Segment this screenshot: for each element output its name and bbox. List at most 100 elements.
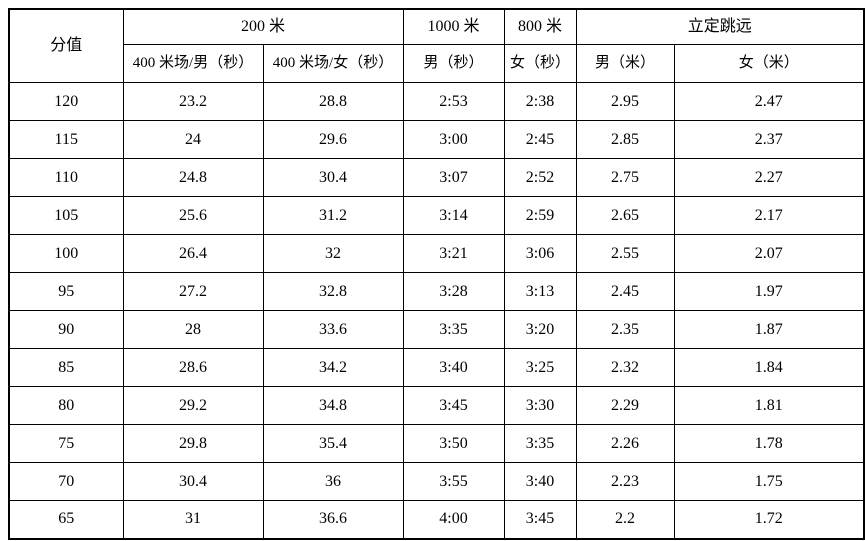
- table-row: 90 28 33.6 3:35 3:20 2.35 1.87: [8, 310, 865, 349]
- value-cell: 3:06: [503, 234, 577, 273]
- subheader-400m-track-male-seconds: 400 米场/男（秒）: [122, 44, 264, 83]
- subheader-400m-track-female-seconds: 400 米场/女（秒）: [262, 44, 404, 83]
- value-cell: 26.4: [122, 234, 264, 273]
- value-cell: 3:40: [503, 462, 577, 501]
- value-cell: 1.87: [673, 310, 865, 349]
- value-cell: 4:00: [402, 500, 505, 539]
- value-cell: 34.8: [262, 386, 404, 425]
- score-cell: 115: [8, 120, 124, 159]
- value-cell: 3:55: [402, 462, 505, 501]
- value-cell: 2.47: [673, 82, 865, 121]
- score-cell: 85: [8, 348, 124, 387]
- value-cell: 23.2: [122, 82, 264, 121]
- value-cell: 24: [122, 120, 264, 159]
- value-cell: 2.55: [575, 234, 675, 273]
- score-cell: 65: [8, 500, 124, 539]
- value-cell: 3:35: [402, 310, 505, 349]
- value-cell: 29.8: [122, 424, 264, 463]
- group-header-1000m: 1000 米: [402, 8, 505, 45]
- group-header-200m: 200 米: [122, 8, 404, 45]
- table-row: 75 29.8 35.4 3:50 3:35 2.26 1.78: [8, 424, 865, 463]
- group-header-800m: 800 米: [503, 8, 577, 45]
- value-cell: 3:07: [402, 158, 505, 197]
- table-row: 105 25.6 31.2 3:14 2:59 2.65 2.17: [8, 196, 865, 235]
- value-cell: 3:14: [402, 196, 505, 235]
- value-cell: 2:38: [503, 82, 577, 121]
- value-cell: 2.35: [575, 310, 675, 349]
- subheader-jump-male-meters: 男（米）: [575, 44, 675, 83]
- value-cell: 32.8: [262, 272, 404, 311]
- value-cell: 31.2: [262, 196, 404, 235]
- value-cell: 3:20: [503, 310, 577, 349]
- score-cell: 95: [8, 272, 124, 311]
- score-cell: 110: [8, 158, 124, 197]
- value-cell: 27.2: [122, 272, 264, 311]
- value-cell: 29.2: [122, 386, 264, 425]
- table-row: 85 28.6 34.2 3:40 3:25 2.32 1.84: [8, 348, 865, 387]
- score-cell: 75: [8, 424, 124, 463]
- value-cell: 30.4: [122, 462, 264, 501]
- table-row: 115 24 29.6 3:00 2:45 2.85 2.37: [8, 120, 865, 159]
- value-cell: 3:45: [402, 386, 505, 425]
- value-cell: 2.37: [673, 120, 865, 159]
- subheader-1000m-male-seconds: 男（秒）: [402, 44, 505, 83]
- header-sub-row: 400 米场/男（秒） 400 米场/女（秒） 男（秒） 女（秒） 男（米） 女…: [9, 44, 865, 83]
- value-cell: 2.45: [575, 272, 675, 311]
- table-header: 分值 200 米 1000 米 800 米 立定跳远 400 米场/男（秒） 4…: [8, 8, 865, 83]
- score-cell: 70: [8, 462, 124, 501]
- value-cell: 1.81: [673, 386, 865, 425]
- value-cell: 3:30: [503, 386, 577, 425]
- table-row: 120 23.2 28.8 2:53 2:38 2.95 2.47: [8, 82, 865, 121]
- value-cell: 2.95: [575, 82, 675, 121]
- value-cell: 30.4: [262, 158, 404, 197]
- table-row: 70 30.4 36 3:55 3:40 2.23 1.75: [8, 462, 865, 501]
- value-cell: 29.6: [262, 120, 404, 159]
- value-cell: 1.72: [673, 500, 865, 539]
- score-cell: 120: [8, 82, 124, 121]
- value-cell: 3:00: [402, 120, 505, 159]
- value-cell: 2.2: [575, 500, 675, 539]
- table-row: 65 31 36.6 4:00 3:45 2.2 1.72: [8, 500, 865, 539]
- score-cell: 80: [8, 386, 124, 425]
- value-cell: 2.29: [575, 386, 675, 425]
- value-cell: 32: [262, 234, 404, 273]
- value-cell: 1.97: [673, 272, 865, 311]
- value-cell: 2:45: [503, 120, 577, 159]
- value-cell: 35.4: [262, 424, 404, 463]
- value-cell: 24.8: [122, 158, 264, 197]
- value-cell: 2.75: [575, 158, 675, 197]
- value-cell: 28: [122, 310, 264, 349]
- subheader-jump-female-meters: 女（米）: [673, 44, 865, 83]
- sports-score-table: 分值 200 米 1000 米 800 米 立定跳远 400 米场/男（秒） 4…: [8, 8, 865, 540]
- value-cell: 2.85: [575, 120, 675, 159]
- score-cell: 105: [8, 196, 124, 235]
- value-cell: 3:45: [503, 500, 577, 539]
- value-cell: 2:59: [503, 196, 577, 235]
- value-cell: 1.78: [673, 424, 865, 463]
- value-cell: 3:28: [402, 272, 505, 311]
- value-cell: 3:40: [402, 348, 505, 387]
- value-cell: 2:52: [503, 158, 577, 197]
- value-cell: 33.6: [262, 310, 404, 349]
- value-cell: 28.8: [262, 82, 404, 121]
- group-header-standing-long-jump: 立定跳远: [575, 8, 865, 45]
- value-cell: 3:13: [503, 272, 577, 311]
- value-cell: 1.84: [673, 348, 865, 387]
- table-row: 100 26.4 32 3:21 3:06 2.55 2.07: [8, 234, 865, 273]
- value-cell: 28.6: [122, 348, 264, 387]
- score-cell: 100: [8, 234, 124, 273]
- subheader-800m-female-seconds: 女（秒）: [503, 44, 577, 83]
- value-cell: 2.17: [673, 196, 865, 235]
- table-row: 110 24.8 30.4 3:07 2:52 2.75 2.27: [8, 158, 865, 197]
- value-cell: 34.2: [262, 348, 404, 387]
- table-row: 95 27.2 32.8 3:28 3:13 2.45 1.97: [8, 272, 865, 311]
- value-cell: 2.27: [673, 158, 865, 197]
- value-cell: 2:53: [402, 82, 505, 121]
- score-column-header: 分值: [8, 8, 124, 83]
- value-cell: 3:50: [402, 424, 505, 463]
- header-group-row: 分值 200 米 1000 米 800 米 立定跳远: [8, 8, 865, 83]
- value-cell: 3:35: [503, 424, 577, 463]
- value-cell: 2.07: [673, 234, 865, 273]
- value-cell: 36.6: [262, 500, 404, 539]
- table-body: 120 23.2 28.8 2:53 2:38 2.95 2.47 115 24 29.6 3:00…: [8, 82, 865, 539]
